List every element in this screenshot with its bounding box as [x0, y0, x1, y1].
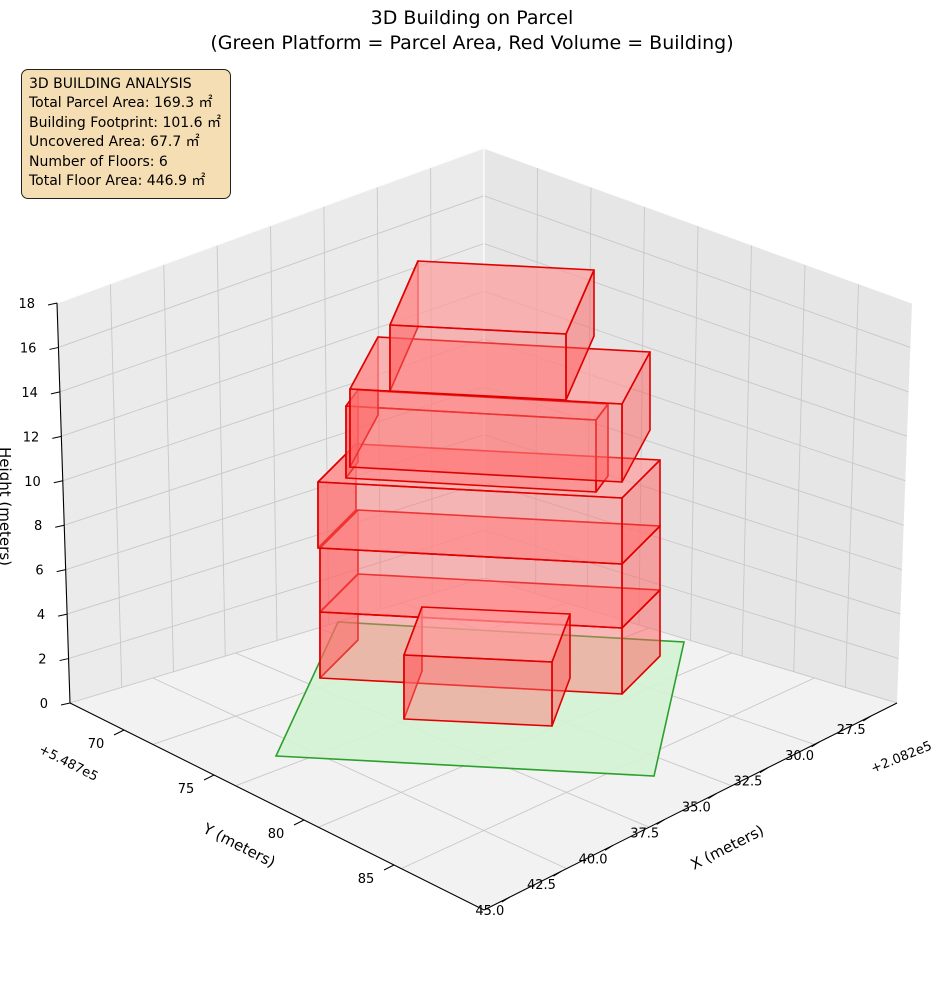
x-tick-mark [656, 819, 665, 825]
floor-grid-line [152, 677, 567, 870]
x-grid-line [844, 283, 859, 688]
annex-top-face [403, 606, 571, 663]
x-offset-label: +2.082e5 [869, 739, 934, 777]
x-tick-label: 42.5 [527, 878, 556, 893]
y-tick-mark [203, 774, 215, 781]
info-line-footprint: Building Footprint: 101.6 ㎡ [29, 114, 222, 131]
analysis-info-box: 3D BUILDING ANALYSIS Total Parcel Area: … [21, 69, 231, 199]
z-tick-mark [60, 702, 71, 706]
info-line-parcel-area: Total Parcel Area: 169.3 ㎡ [29, 95, 213, 112]
info-line-floors: Number of Floors: 6 [29, 153, 168, 170]
y-tick-mark [293, 819, 305, 826]
y-tick-label: 70 [88, 737, 105, 752]
z-tick-mark [55, 524, 65, 528]
y-grid-line [270, 225, 278, 641]
y-grid-line [163, 264, 174, 672]
x-tick-mark [862, 715, 872, 722]
y-grid-line [216, 244, 226, 657]
x-axis-line [483, 702, 898, 911]
annex-front-face [403, 654, 553, 727]
x-tick-label: 30.0 [785, 749, 814, 764]
parcel-polygon [274, 621, 685, 777]
z-tick-label: 6 [35, 564, 43, 579]
y-tick-mark [113, 729, 125, 736]
x-tick-mark [553, 870, 562, 877]
y-tick-label: 85 [358, 872, 375, 887]
x-tick-label: 27.5 [837, 723, 866, 738]
floor-3-front-face [317, 481, 623, 565]
z-tick-label: 0 [40, 697, 48, 712]
info-line-floor-area: Total Floor Area: 446.9 ㎡ [29, 173, 206, 190]
x-grid-line [690, 225, 699, 641]
x-tick-label: 40.0 [579, 852, 608, 867]
chart-title-block: 3D Building on Parcel (Green Platform = … [0, 6, 944, 56]
y-grid-line [109, 283, 123, 688]
parcel-platform [274, 621, 685, 777]
y-axis-line [69, 702, 485, 911]
z-tick-label: 18 [18, 297, 35, 312]
floor-6-top-face [389, 260, 595, 335]
floor-5-front-face [349, 388, 623, 483]
chart-title: 3D Building on Parcel [370, 7, 574, 29]
x-tick-mark [501, 896, 511, 903]
building-volume [317, 260, 661, 727]
x-tick-mark [708, 793, 717, 799]
z-tick-label: 12 [23, 430, 40, 445]
z-tick-mark [50, 391, 60, 395]
y-tick-mark [383, 864, 395, 871]
x-tick-label: 45.0 [475, 904, 504, 919]
z-tick-label: 8 [34, 519, 42, 534]
x-grid-line [741, 244, 752, 657]
z-tick-mark [56, 569, 66, 573]
z-tick-mark [59, 658, 69, 662]
z-tick-mark [49, 346, 59, 350]
floor-6-front-face [389, 324, 567, 401]
tick-labels: 0 2 4 6 8 10 12 14 16 18 27.5 30.0 32.5 35.0 37.5 40.0 4… [18, 297, 872, 919]
z-tick-mark [53, 480, 63, 484]
z-tick-label: 14 [21, 386, 38, 401]
x-tick-mark [759, 767, 769, 774]
x-tick-mark [811, 741, 820, 748]
chart-subtitle: (Green Platform = Parcel Area, Red Volum… [210, 32, 734, 54]
z-tick-label: 16 [20, 341, 37, 356]
z-axis-line [56, 302, 71, 704]
x-grid-line [793, 264, 806, 672]
info-line-heading: 3D BUILDING ANALYSIS [29, 76, 192, 92]
z-tick-mark [47, 302, 58, 306]
z-axis-title: Height (meters) [0, 447, 14, 566]
x-tick-label: 32.5 [733, 775, 762, 790]
y-tick-label: 80 [268, 827, 285, 842]
x-axis-title: X (meters) [688, 821, 767, 873]
z-tick-mark [52, 435, 62, 439]
z-tick-label: 2 [38, 653, 46, 668]
y-tick-label: 75 [178, 782, 195, 797]
x-tick-label: 35.0 [682, 801, 711, 816]
x-tick-mark [604, 844, 614, 851]
left-back-pane [57, 148, 484, 703]
z-tick-mark [58, 613, 68, 617]
info-line-uncovered: Uncovered Area: 67.7 ㎡ [29, 134, 200, 151]
z-tick-label: 10 [24, 475, 41, 490]
z-tick-label: 4 [37, 608, 45, 623]
y-axis-title: Y (meters) [199, 819, 278, 871]
x-tick-label: 37.5 [630, 826, 659, 841]
